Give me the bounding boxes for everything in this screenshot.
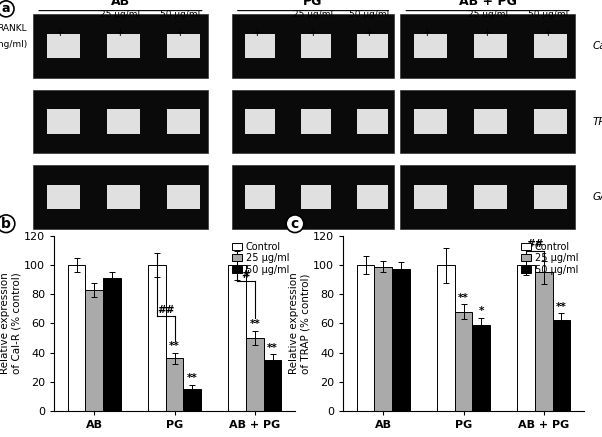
Text: 25 μg/ml: 25 μg/ml (468, 10, 507, 19)
Text: #: # (241, 270, 250, 280)
Bar (553, 320, 570, 411)
Legend: Control, 25 μg/ml, 50 μg/ml: Control, 25 μg/ml, 50 μg/ml (231, 241, 290, 276)
Bar (184, 389, 201, 411)
Text: *: * (479, 306, 484, 316)
Bar (455, 312, 473, 411)
Bar (301, 34, 331, 58)
Bar (47, 34, 79, 58)
Text: +: + (56, 28, 64, 38)
Bar (474, 34, 507, 58)
Bar (107, 34, 140, 58)
Bar (244, 109, 275, 134)
Text: 50 μg/ml: 50 μg/ml (161, 10, 200, 19)
Bar (357, 265, 374, 411)
Bar (535, 272, 553, 411)
Bar (535, 109, 567, 134)
Text: PG: PG (303, 0, 323, 8)
Bar (414, 34, 447, 58)
Bar (414, 185, 447, 209)
Bar (107, 185, 140, 209)
Bar (244, 185, 275, 209)
Bar (33, 14, 208, 78)
Bar (33, 90, 208, 153)
Bar (535, 185, 567, 209)
Bar (474, 109, 507, 134)
Bar (400, 90, 575, 153)
Bar (374, 267, 392, 411)
Bar (392, 270, 410, 411)
Text: **: ** (169, 341, 180, 351)
Bar (473, 325, 490, 411)
Text: **: ** (249, 319, 260, 329)
Text: RANKL: RANKL (0, 24, 27, 33)
Bar (517, 265, 535, 411)
Text: GAPDH: GAPDH (593, 192, 602, 202)
Text: +: + (253, 28, 261, 38)
Bar (68, 265, 85, 411)
Bar (85, 290, 103, 411)
Bar (148, 265, 166, 411)
Bar (47, 185, 79, 209)
Text: a: a (2, 2, 10, 15)
Text: 50 μg/ml: 50 μg/ml (349, 10, 389, 19)
Legend: Control, 25 μg/ml, 50 μg/ml: Control, 25 μg/ml, 50 μg/ml (520, 241, 579, 276)
Text: **: ** (187, 373, 197, 383)
Text: ##: ## (157, 305, 175, 315)
Text: +: + (365, 28, 373, 38)
Bar (357, 109, 388, 134)
Text: AB: AB (111, 0, 130, 8)
Text: 50 μg/ml: 50 μg/ml (528, 10, 568, 19)
Text: **: ** (458, 293, 469, 303)
Text: +: + (309, 28, 317, 38)
Bar (228, 265, 246, 411)
Bar (474, 185, 507, 209)
Bar (357, 34, 388, 58)
Bar (357, 185, 388, 209)
Text: +: + (483, 28, 492, 38)
Bar (232, 14, 394, 78)
Bar (264, 360, 281, 411)
Bar (246, 338, 264, 411)
Text: (50 ng/ml): (50 ng/ml) (0, 40, 27, 49)
Text: **: ** (556, 302, 567, 312)
Text: +: + (544, 28, 552, 38)
Bar (107, 109, 140, 134)
Text: c: c (291, 217, 299, 231)
Text: 25 μg/ml: 25 μg/ml (293, 10, 333, 19)
Text: +: + (176, 28, 185, 38)
Bar (437, 265, 455, 411)
Bar (167, 109, 200, 134)
Bar (400, 14, 575, 78)
Text: +: + (116, 28, 125, 38)
Bar (301, 109, 331, 134)
Bar (167, 34, 200, 58)
Bar (47, 109, 79, 134)
Bar (232, 90, 394, 153)
Bar (166, 358, 184, 411)
Bar (535, 34, 567, 58)
Text: AB + PG: AB + PG (459, 0, 517, 8)
Text: +: + (423, 28, 432, 38)
Bar (244, 34, 275, 58)
Text: **: ** (267, 343, 278, 353)
Text: TRAP: TRAP (593, 117, 602, 127)
Bar (301, 185, 331, 209)
Text: Cal-R: Cal-R (593, 41, 602, 51)
Bar (232, 165, 394, 229)
Text: 25 μg/ml: 25 μg/ml (101, 10, 140, 19)
Bar (400, 165, 575, 229)
Y-axis label: Relative expression
of Cal-R (% control): Relative expression of Cal-R (% control) (0, 273, 21, 374)
Bar (103, 278, 121, 411)
Bar (414, 109, 447, 134)
Text: b: b (1, 217, 11, 231)
Bar (33, 165, 208, 229)
Bar (167, 185, 200, 209)
Text: ##: ## (526, 239, 544, 249)
Y-axis label: Relative expression
of TRAP (% control): Relative expression of TRAP (% control) (288, 273, 310, 374)
